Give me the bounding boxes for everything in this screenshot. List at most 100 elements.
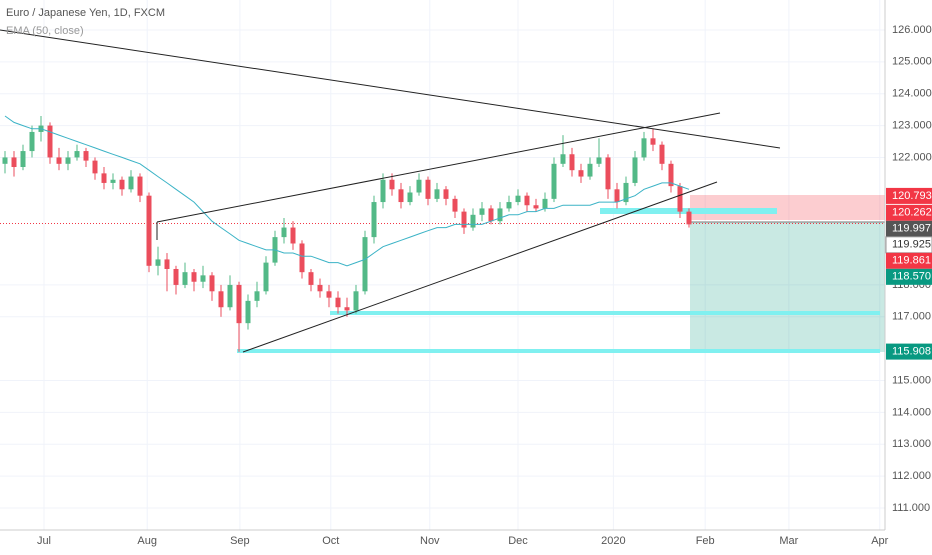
candle-body (209, 275, 215, 292)
indicator-label: EMA (50, close) (6, 25, 84, 37)
candle-body (605, 157, 611, 190)
candle-body (182, 272, 188, 285)
x-tick-label: Oct (322, 535, 339, 547)
candle-body (461, 211, 467, 228)
candle-body (407, 192, 413, 203)
price-marker-label: 119.861 (892, 255, 931, 267)
candle-body (596, 157, 602, 164)
x-tick-label: Nov (420, 535, 440, 547)
candle-body (326, 291, 332, 298)
candle-body (47, 125, 53, 158)
candle-body (542, 198, 548, 209)
grid (0, 0, 885, 530)
candle-body (524, 195, 530, 206)
candle-body (101, 173, 107, 183)
y-tick-label: 112.000 (892, 470, 931, 482)
wedge-lower (242, 181, 718, 353)
candle-body (353, 291, 359, 311)
candle-body (308, 272, 314, 285)
y-tick-label: 113.000 (892, 438, 931, 450)
candle-body (479, 208, 485, 215)
y-tick-label: 115.000 (892, 374, 931, 386)
y-tick-label: 111.000 (892, 502, 930, 514)
candle-body (65, 157, 71, 164)
candle-body (29, 131, 35, 152)
candle-body (335, 297, 341, 308)
candle-body (614, 189, 620, 203)
candle-body (254, 291, 260, 301)
candle-body (506, 202, 512, 209)
candle-body (398, 189, 404, 203)
candle-body (128, 176, 134, 190)
candle-body (668, 163, 674, 187)
x-tick-label: Mar (779, 535, 798, 547)
stop-zone (690, 195, 885, 220)
candle-body (686, 211, 692, 225)
candle-body (488, 208, 494, 222)
candle-body (83, 151, 89, 161)
price-marker (886, 252, 932, 269)
candle-body (362, 237, 368, 292)
x-tick-label: 2020 (601, 535, 625, 547)
price-marker (886, 343, 932, 360)
price-marker-label: 119.997 (892, 223, 931, 235)
price-marker-label: 118.570 (892, 271, 931, 283)
candle-body (290, 227, 296, 244)
y-tick-label: 126.000 (892, 24, 932, 36)
price-marker (886, 220, 932, 237)
candle-body (371, 202, 377, 238)
candle-body (218, 291, 224, 308)
candle-body (497, 208, 503, 222)
candle-body (677, 186, 683, 212)
candle-body (191, 272, 197, 282)
x-tick-label: Aug (137, 535, 157, 547)
candle-body (245, 300, 251, 324)
candle-body (623, 182, 629, 203)
candle-body (425, 179, 431, 199)
candle-body (380, 179, 386, 203)
candle-body (389, 179, 395, 190)
trend-line (0, 29, 781, 149)
ema-line (4, 115, 690, 267)
y-tick-label: 114.000 (892, 406, 931, 418)
candle-body (551, 163, 557, 199)
candle-body (20, 151, 26, 167)
plot (2, 115, 692, 352)
candle-body (587, 163, 593, 177)
candle-body (74, 151, 80, 158)
symbol-title: Euro / Japanese Yen, 1D, FXCM (6, 7, 165, 19)
x-tick-label: Feb (696, 535, 715, 547)
candle-body (164, 259, 170, 269)
candle-body (110, 179, 116, 183)
candle-body (443, 189, 449, 199)
candle-body (173, 268, 179, 285)
candle-body (263, 262, 269, 292)
candle-body (569, 154, 575, 171)
candle-body (92, 160, 98, 174)
price-marker-label: 120.262 (892, 207, 932, 219)
price-marker-label: 119.925 (892, 239, 931, 251)
x-tick-label: Jul (37, 535, 51, 547)
candle-body (146, 195, 152, 266)
price-marker (886, 187, 932, 204)
candle-body (650, 138, 656, 145)
candle-body (533, 205, 539, 209)
candle-body (119, 179, 125, 190)
candle-body (299, 243, 305, 273)
candle-body (560, 154, 566, 164)
price-marker-label: 120.793 (892, 190, 932, 202)
y-tick-label: 117.000 (892, 311, 931, 323)
target-zone (690, 222, 885, 352)
candle-body (56, 157, 62, 164)
candle-body (659, 144, 665, 164)
candle-body (227, 284, 233, 308)
candle-body (281, 227, 287, 238)
candle-body (2, 157, 8, 164)
price-marker-label: 115.908 (892, 345, 931, 357)
price-marker (886, 204, 932, 221)
candle-body (515, 195, 521, 203)
x-tick-label: Dec (508, 535, 528, 547)
candle-body (11, 157, 17, 167)
